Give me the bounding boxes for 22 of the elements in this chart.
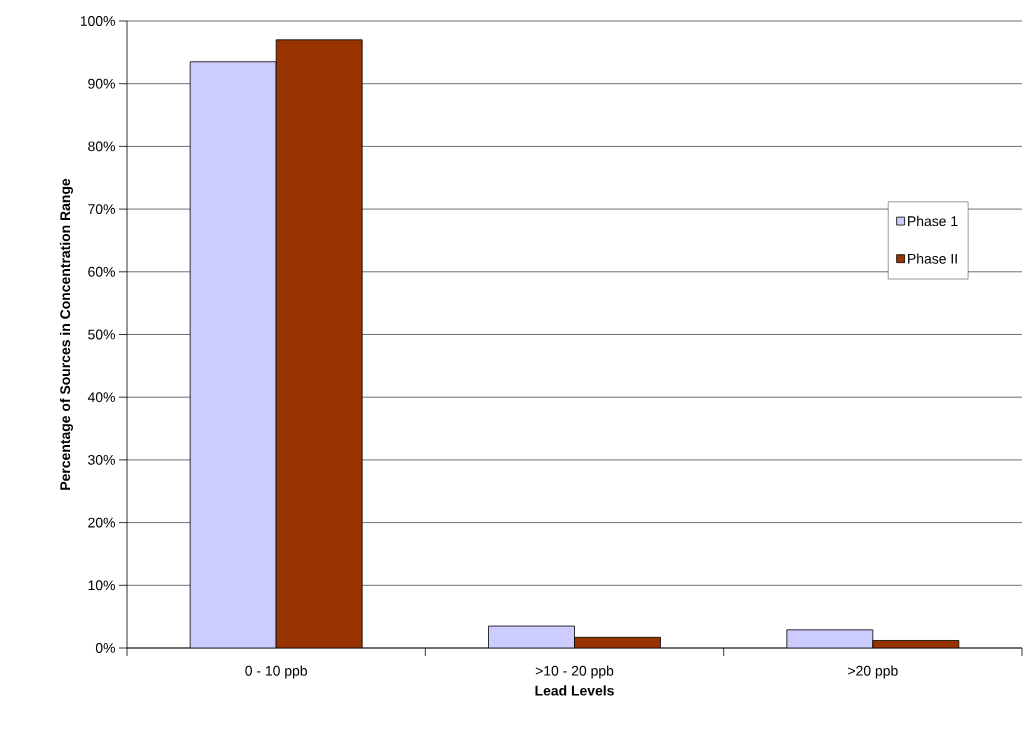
legend-label: Phase 1 [908, 215, 958, 227]
legend-label: Phase II [908, 253, 957, 264]
y-tick-label: 30% [88, 454, 115, 465]
bar [488, 626, 575, 648]
y-tick-label: 80% [88, 141, 115, 152]
y-tick-label: 0% [95, 643, 115, 653]
x-axis-title: Lead Levels [535, 685, 614, 696]
x-tick-label: 0 - 10 ppb [245, 665, 307, 679]
bar [786, 629, 874, 648]
y-tick-label: 60% [88, 266, 115, 277]
x-tick-label: >10 - 20 ppb [535, 665, 614, 679]
x-tick-label: >20 ppb [848, 665, 898, 679]
bar [276, 39, 363, 648]
y-tick-label: 40% [87, 392, 115, 403]
y-tick-label: 20% [88, 517, 115, 528]
y-axis-title: Percentage of Sources in Concentration Range [59, 178, 73, 490]
y-tick-label: 100% [80, 16, 115, 26]
y-tick-label: 70% [88, 204, 115, 215]
y-tick-label: 90% [88, 78, 115, 89]
y-tick-label: 10% [88, 580, 115, 591]
bar [190, 61, 277, 648]
y-tick-label: 50% [88, 329, 115, 340]
